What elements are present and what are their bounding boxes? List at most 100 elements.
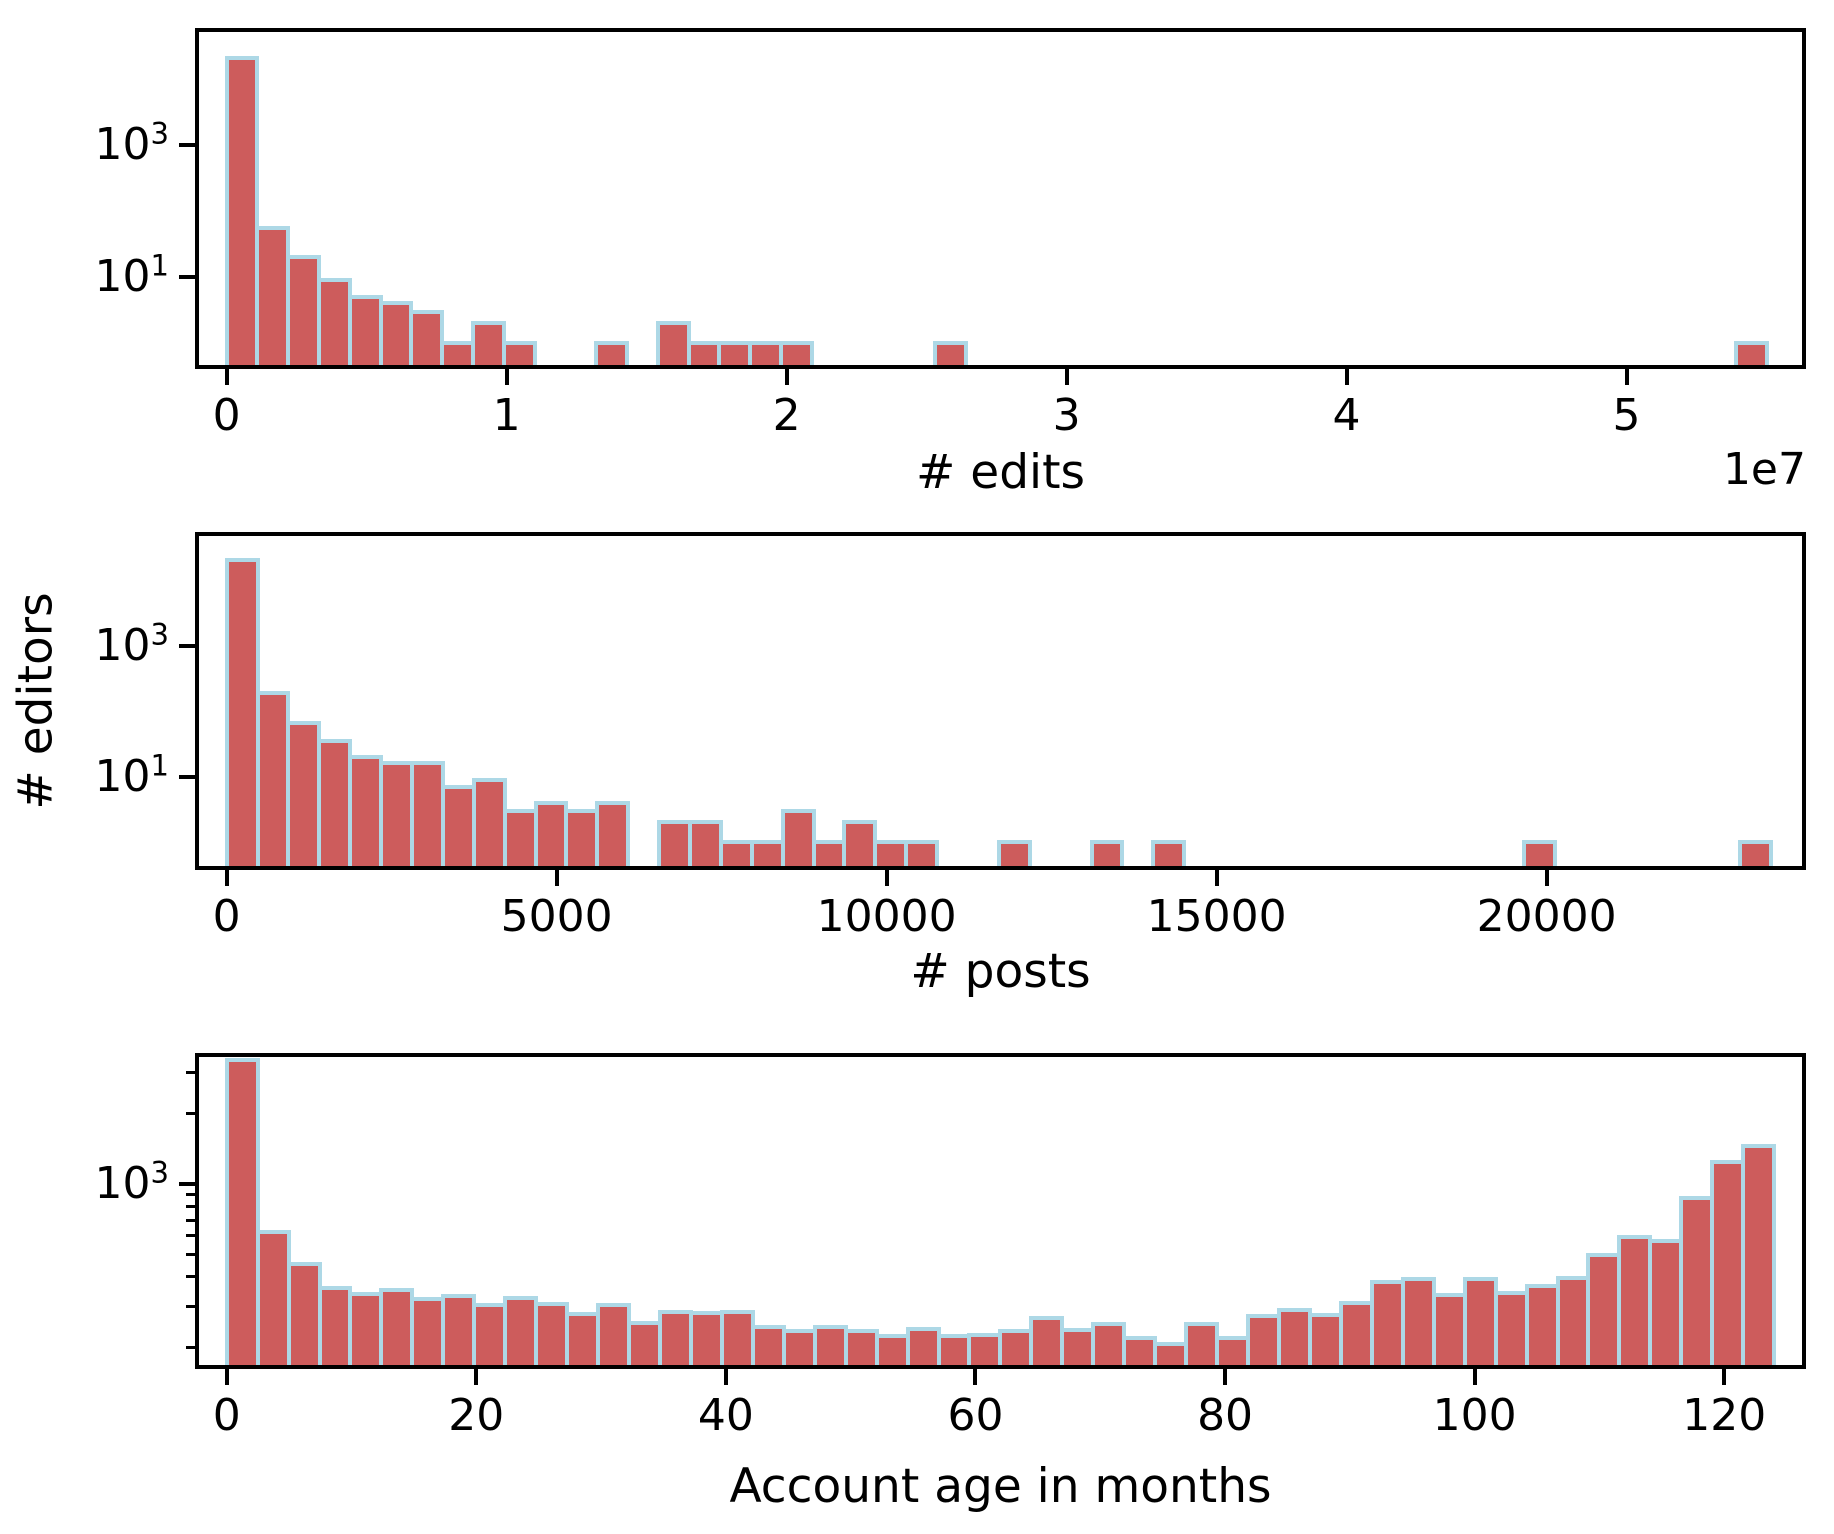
x-tick-label: 0: [212, 891, 241, 942]
y-minor-tick: [186, 1304, 195, 1308]
axis-spine: [195, 532, 1806, 536]
histogram-bar: [1648, 1238, 1684, 1369]
histogram-bar: [502, 808, 538, 870]
histogram-bar: [348, 1292, 384, 1369]
histogram-bar: [657, 1310, 693, 1369]
y-minor-tick: [186, 1218, 195, 1222]
histogram-bar: [1276, 1307, 1312, 1369]
x-tick-label: 2: [772, 390, 801, 441]
histogram-bar: [286, 720, 322, 870]
histogram-bar: [1462, 1277, 1498, 1369]
x-axis-tick: [723, 1369, 728, 1385]
histogram-bar: [1524, 1284, 1560, 1369]
histogram-bar: [594, 341, 629, 369]
histogram-bar: [1586, 1252, 1622, 1369]
histogram-bar: [1369, 1279, 1405, 1369]
x-axis-tick: [973, 1369, 978, 1385]
x-tick-label: 40: [697, 1390, 754, 1441]
histogram-bar: [687, 820, 723, 870]
histogram-bar: [255, 691, 291, 870]
x-axis-tick: [1344, 369, 1349, 385]
y-tick-label: 101: [94, 748, 169, 802]
histogram-bar: [998, 1329, 1034, 1369]
histogram-bar: [409, 761, 445, 870]
x-axis-tick: [1472, 1369, 1477, 1385]
x-tick-label: 1: [492, 390, 521, 441]
histogram-bar: [286, 1262, 322, 1369]
histogram-bar: [1091, 1321, 1127, 1369]
y-axis-tick: [179, 774, 195, 779]
x-tick-label: 10000: [816, 891, 957, 942]
histogram-bar: [967, 1332, 1003, 1369]
axis-spine: [195, 532, 199, 870]
histogram-bar: [778, 341, 814, 369]
histogram-bar: [317, 1286, 353, 1369]
x-tick-label: 0: [212, 1390, 241, 1441]
y-axis-shared-label: # editors: [8, 592, 64, 810]
histogram-bar: [224, 557, 260, 870]
x-tick-label: 5000: [500, 891, 613, 942]
histogram-bar: [503, 1296, 539, 1369]
posts-histogram-panel: 0 5000 10000 15000 20000 103 101 # posts: [95, 532, 1806, 997]
axis-spine: [195, 365, 1806, 369]
y-tick-label: 101: [94, 248, 169, 303]
y-tick-label: 103: [94, 617, 169, 672]
histogram-bar: [1151, 839, 1187, 870]
x-axis-tick: [224, 870, 229, 886]
x-tick-label: 5: [1612, 390, 1641, 441]
histogram-bar: [719, 1310, 755, 1369]
histogram-bar: [533, 800, 569, 870]
histogram-bar: [936, 1333, 972, 1369]
histogram-bar: [409, 309, 445, 369]
offset-text-label: 1e7: [1722, 444, 1806, 495]
x-axis-tick: [224, 369, 229, 385]
y-axis-tick: [179, 1181, 195, 1186]
histogram-bar: [874, 1333, 910, 1369]
histogram-bar: [379, 1287, 415, 1369]
x-axis-tick: [1624, 369, 1629, 385]
histogram-bar: [1431, 1292, 1467, 1369]
histogram-bar: [224, 55, 260, 369]
axis-spine: [1802, 1053, 1806, 1369]
histogram-bar: [501, 341, 537, 369]
x-tick-label: 120: [1682, 1390, 1767, 1441]
histogram-bar: [534, 1301, 570, 1369]
histogram-bar: [1215, 1335, 1251, 1369]
plot-area: 0 5000 10000 15000 20000 103 101: [95, 532, 1806, 940]
x-tick-label: 60: [947, 1390, 1004, 1441]
histogram-bar: [472, 1302, 508, 1369]
histogram-bar: [750, 1324, 786, 1369]
histogram-bar: [347, 294, 383, 369]
histogram-bar: [440, 784, 476, 870]
histogram-bar: [688, 1311, 724, 1369]
histogram-bar: [904, 839, 940, 870]
y-minor-tick: [186, 1205, 195, 1209]
histogram-bar: [1521, 839, 1557, 870]
histogram-bar: [1089, 839, 1125, 870]
x-axis-tick: [1722, 1369, 1727, 1385]
x-axis-tick: [554, 870, 559, 886]
histogram-bar: [905, 1327, 941, 1369]
histogram-bar: [1493, 1290, 1529, 1369]
histogram-bar: [286, 255, 322, 369]
histogram-bar: [224, 1057, 260, 1369]
histogram-bar: [657, 820, 692, 870]
axis-spine: [1802, 28, 1806, 369]
y-minor-tick: [186, 1193, 195, 1197]
histogram-bar: [842, 820, 878, 870]
x-axis-tick: [1223, 1369, 1228, 1385]
axis-spine: [195, 1053, 1806, 1057]
histogram-bar: [1400, 1277, 1436, 1369]
histogram-bar: [410, 1297, 446, 1369]
histogram-bar: [317, 278, 352, 369]
histogram-bar: [348, 755, 384, 870]
histogram-bar: [595, 800, 631, 870]
histogram-bar: [564, 808, 600, 870]
x-axis-tick: [884, 870, 889, 886]
histogram-bar: [1733, 341, 1769, 369]
histogram-bar: [565, 1312, 601, 1369]
histogram-bar: [655, 321, 691, 369]
axis-spine: [195, 866, 1806, 870]
histogram-bar: [471, 321, 506, 369]
histogram-bar: [812, 1325, 848, 1369]
